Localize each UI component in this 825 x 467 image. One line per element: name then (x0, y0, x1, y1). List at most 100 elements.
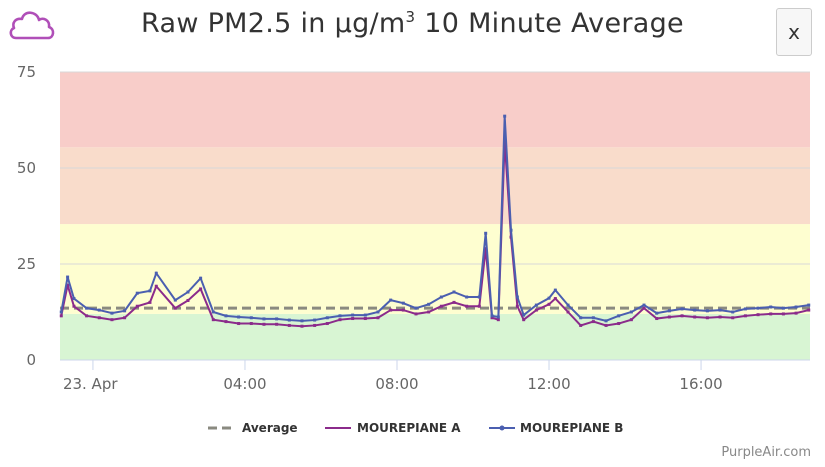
data-point (414, 306, 418, 310)
x-tick-label: 23. Apr (63, 375, 118, 393)
data-point (718, 315, 722, 319)
cloud-icon (9, 11, 55, 40)
data-point (566, 310, 570, 314)
data-point (794, 311, 798, 315)
data-point (59, 314, 63, 318)
aqi-band-1 (60, 224, 810, 314)
data-point (547, 302, 551, 306)
data-point (154, 284, 158, 288)
data-point (667, 315, 671, 319)
data-point (72, 297, 76, 301)
legend-marker (499, 425, 505, 431)
data-point (781, 312, 785, 316)
y-tick-label: 50 (17, 159, 36, 177)
data-point (401, 301, 405, 305)
data-point (807, 303, 811, 307)
data-point (680, 307, 684, 311)
data-point (110, 318, 114, 322)
x-tick-label: 12:00 (527, 375, 570, 393)
data-point (781, 306, 785, 310)
data-point (66, 283, 70, 287)
data-point (522, 313, 526, 317)
data-point (414, 312, 418, 316)
data-point (553, 288, 557, 292)
data-point (389, 298, 393, 302)
data-point (85, 306, 89, 310)
legend-series-label[interactable]: MOUREPIANE B (520, 421, 623, 435)
data-point (496, 318, 500, 322)
title-text-rest: 10 Minute Average (415, 8, 684, 39)
data-point (452, 300, 456, 304)
data-point (300, 324, 304, 328)
data-point (743, 307, 747, 311)
data-point (667, 309, 671, 313)
data-point (534, 308, 538, 312)
data-point (465, 295, 469, 299)
data-point (300, 319, 304, 323)
data-point (135, 291, 139, 295)
data-point (85, 314, 89, 318)
data-point (363, 317, 367, 321)
data-point (97, 308, 101, 312)
data-point (655, 317, 659, 321)
data-point (604, 319, 608, 323)
data-point (275, 317, 279, 321)
data-point (769, 312, 773, 316)
data-point (148, 289, 152, 293)
data-point (338, 318, 342, 322)
data-point (148, 300, 152, 304)
close-button[interactable]: x (776, 8, 812, 56)
purpleair-credit-link[interactable]: PurpleAir.com (721, 445, 811, 460)
data-point (794, 305, 798, 309)
data-point (515, 295, 519, 299)
data-point (224, 320, 228, 324)
legend-series-label[interactable]: MOUREPIANE A (357, 421, 461, 435)
data-point (756, 306, 760, 310)
data-point (351, 313, 355, 317)
data-point (262, 317, 266, 321)
data-point (591, 320, 595, 324)
title-text: Raw PM2.5 in µg/m (141, 8, 406, 39)
data-point (389, 308, 393, 312)
data-point (680, 314, 684, 318)
data-point (484, 231, 488, 235)
data-point (199, 287, 203, 291)
data-point (338, 314, 342, 318)
data-point (66, 275, 70, 279)
data-point (522, 318, 526, 322)
data-point (452, 290, 456, 294)
data-point (249, 316, 253, 320)
y-tick-label: 75 (17, 63, 36, 81)
data-point (718, 308, 722, 312)
data-point (110, 311, 114, 315)
aqi-band-0 (60, 313, 810, 360)
data-point (427, 302, 431, 306)
data-point (72, 304, 76, 308)
data-point (237, 322, 241, 326)
data-point (496, 315, 500, 319)
legend-average-label: Average (242, 421, 298, 435)
data-point (123, 316, 127, 320)
data-point (617, 322, 621, 326)
data-point (199, 276, 203, 280)
data-point (515, 304, 519, 308)
data-point (186, 290, 190, 294)
data-point (211, 310, 215, 314)
data-point (287, 323, 291, 327)
data-point (629, 318, 633, 322)
data-point (287, 318, 291, 322)
data-point (477, 304, 481, 308)
data-point (655, 311, 659, 315)
data-point (351, 317, 355, 321)
data-point (173, 298, 177, 302)
data-point (756, 313, 760, 317)
data-point (566, 303, 570, 307)
data-point (313, 318, 317, 322)
data-point (186, 298, 190, 302)
aqi-band-3 (60, 72, 810, 148)
data-point (617, 314, 621, 318)
data-point (490, 316, 494, 320)
data-point (376, 316, 380, 320)
data-point (237, 315, 241, 319)
